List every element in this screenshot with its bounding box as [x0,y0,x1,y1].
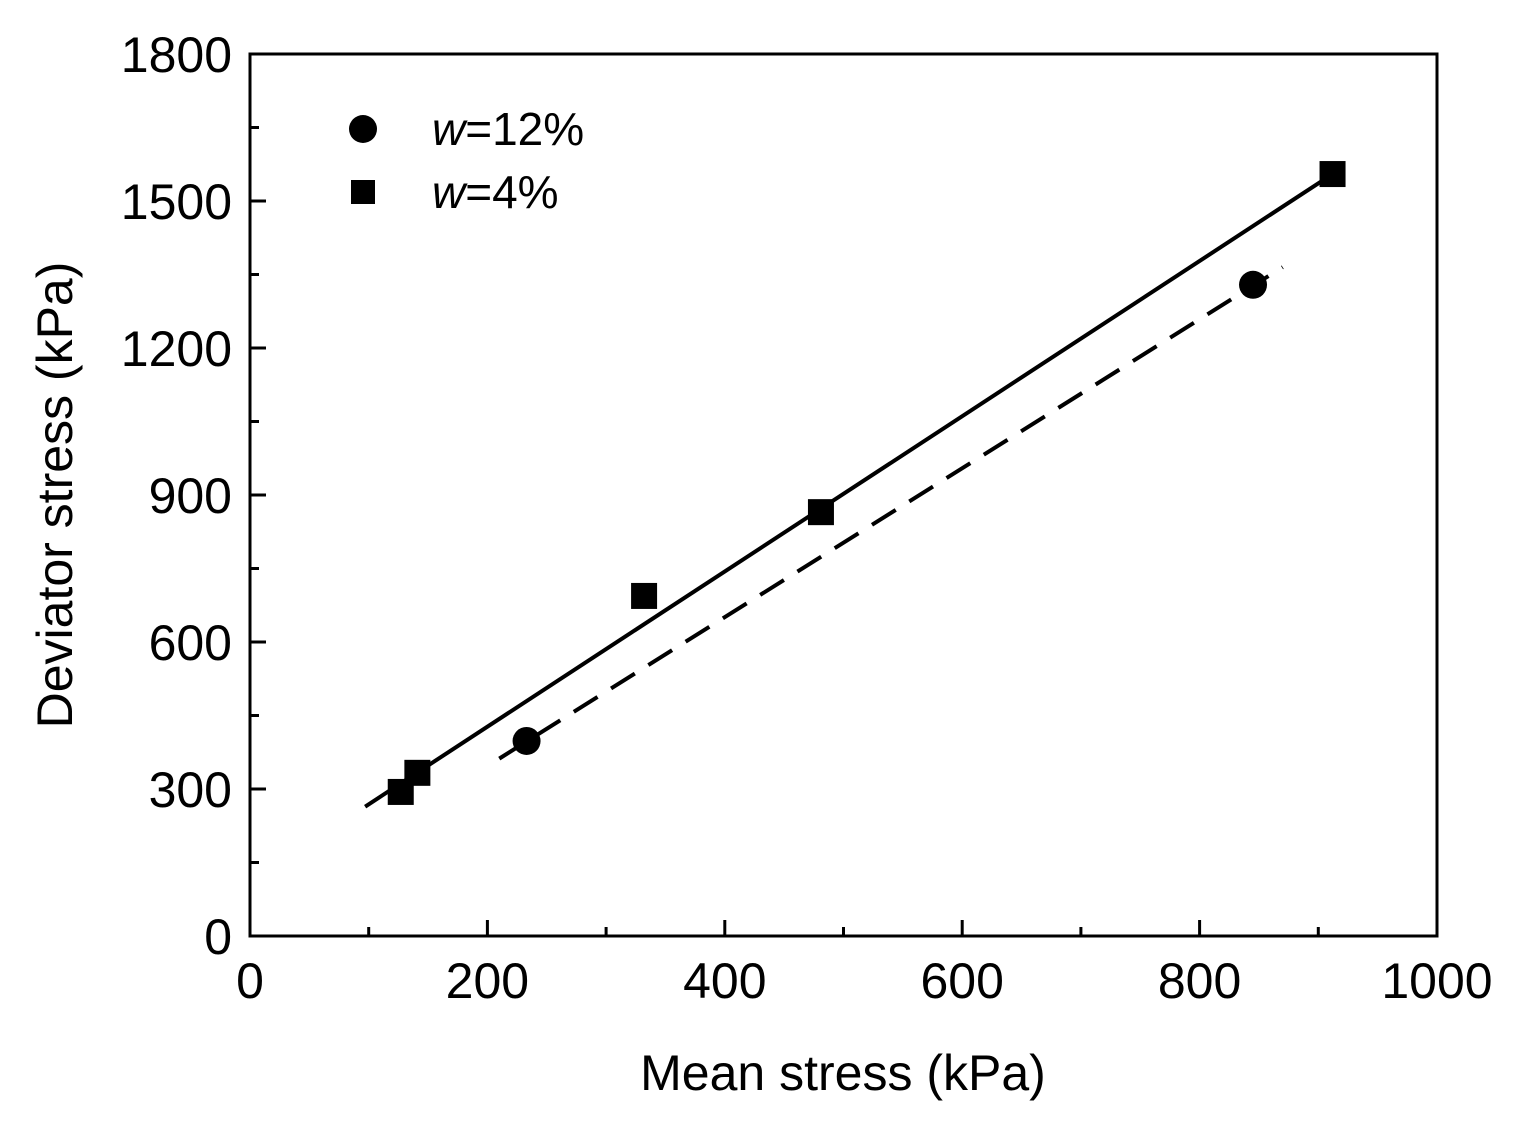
legend-marker-circle [349,115,377,143]
y-axis-label: Deviator stress (kPa) [27,262,83,729]
x-tick-label: 400 [683,953,766,1009]
legend: w=12% w=4% [349,103,584,218]
y-tick-label: 1500 [121,174,232,230]
data-point-circle [512,726,541,755]
x-tick-label: 200 [446,953,529,1009]
plot-area [364,161,1346,809]
data-point-square [1319,161,1346,188]
data-point-square [404,759,431,786]
fit-line-solid [364,172,1334,809]
legend-label: w=12% [432,103,584,155]
x-axis-label: Mean stress (kPa) [640,1045,1046,1101]
x-tick-label: 1000 [1381,953,1492,1009]
y-tick-label: 1800 [121,27,232,83]
data-point-circle [1239,270,1268,299]
y-tick-label: 900 [149,468,232,524]
axes-ticks: 0 200 400 600 800 1000 0 300 600 900 1200 1500 1800 [121,27,1493,1009]
y-tick-label: 0 [204,909,232,965]
data-point-square [631,582,658,609]
y-tick-label: 300 [149,762,232,818]
x-tick-label: 600 [920,953,1003,1009]
x-tick-label: 0 [236,953,264,1009]
legend-marker-square [351,180,375,204]
legend-label: w=4% [432,166,559,218]
y-tick-label: 600 [149,615,232,671]
x-tick-label: 800 [1158,953,1241,1009]
data-point-square [807,499,834,526]
y-tick-label: 1200 [121,321,232,377]
fit-line-dashed [498,265,1284,761]
